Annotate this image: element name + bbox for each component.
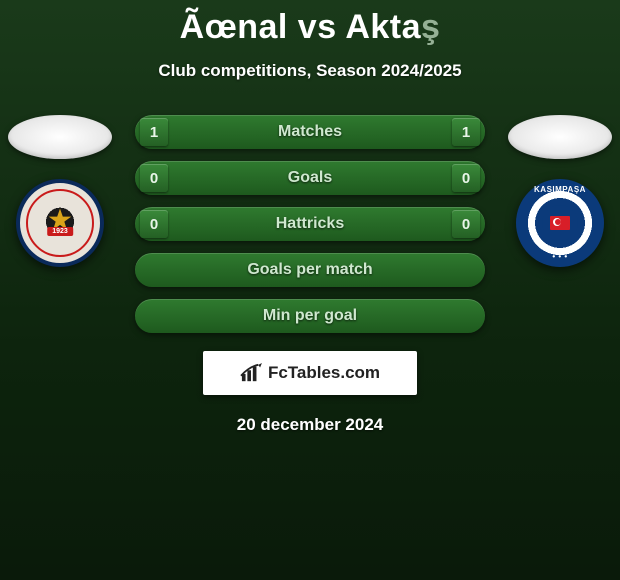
- brand-box: FcTables.com: [203, 351, 417, 395]
- bar-chart-icon: [240, 363, 262, 383]
- stat-row-hattricks: 0 Hattricks 0: [135, 207, 485, 241]
- stat-label: Matches: [278, 123, 342, 141]
- stat-label: Goals: [288, 169, 332, 187]
- page-title: Ãœnal vs Aktaş: [0, 0, 620, 47]
- title-vs: vs: [298, 8, 337, 46]
- page-subtitle: Club competitions, Season 2024/2025: [0, 61, 620, 81]
- stat-row-matches: 1 Matches 1: [135, 115, 485, 149]
- title-player1: Ãœnal: [180, 8, 288, 46]
- stat-row-goals: 0 Goals 0: [135, 161, 485, 195]
- stat-row-min-per-goal: Min per goal: [135, 299, 485, 333]
- date-line: 20 december 2024: [0, 415, 620, 435]
- stat-label: Goals per match: [247, 261, 372, 279]
- stat-label: Min per goal: [263, 307, 357, 325]
- stat-left-value: 0: [140, 210, 168, 238]
- stat-row-goals-per-match: Goals per match: [135, 253, 485, 287]
- stat-right-value: 0: [452, 164, 480, 192]
- stat-right-value: 0: [452, 210, 480, 238]
- infographic-root: Ãœnal vs Aktaş Club competitions, Season…: [0, 0, 620, 580]
- title-player2-main: Akta: [345, 8, 421, 46]
- stat-left-value: 0: [140, 164, 168, 192]
- brand-text: FcTables.com: [268, 363, 380, 383]
- title-player2-tail: ş: [421, 8, 440, 46]
- stat-label: Hattricks: [276, 215, 344, 233]
- stat-left-value: 1: [140, 118, 168, 146]
- stats-area: 1 Matches 1 0 Goals 0 0 Hattricks 0 Goal…: [0, 115, 620, 435]
- stat-right-value: 1: [452, 118, 480, 146]
